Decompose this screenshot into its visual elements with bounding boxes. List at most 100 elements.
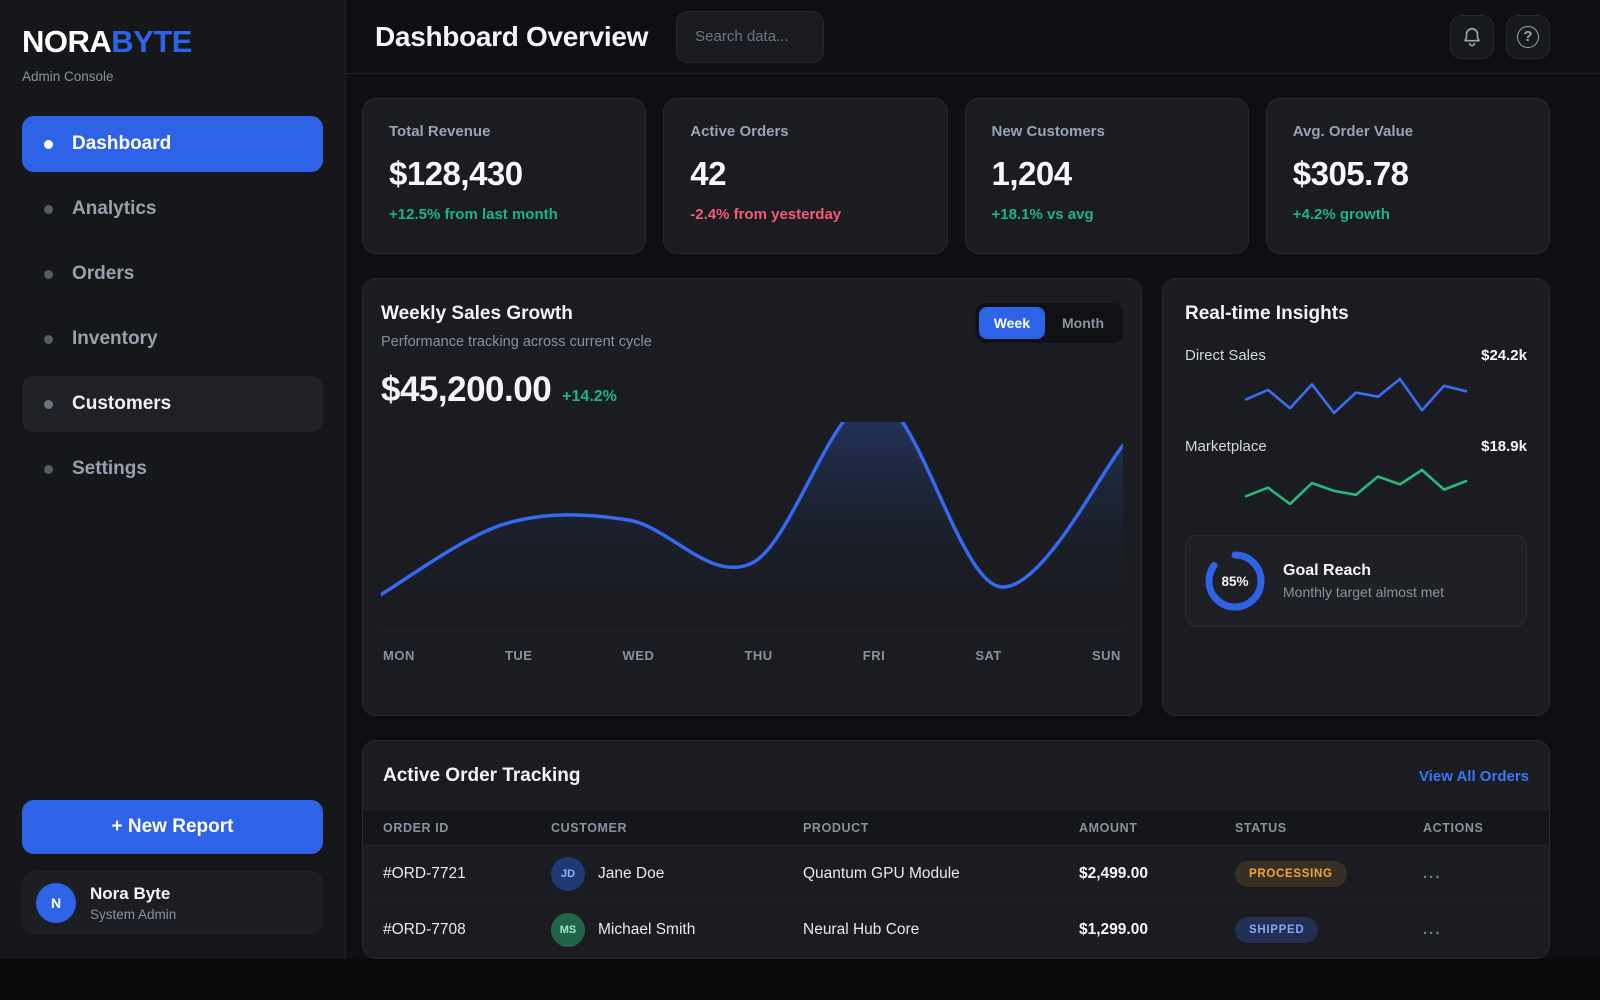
stats-row: Total Revenue $128,430 +12.5% from last … bbox=[362, 98, 1550, 254]
axis-label-fri: FRI bbox=[863, 648, 885, 663]
axis-label-thu: THU bbox=[744, 648, 772, 663]
realtime-insights-card: Real-time Insights Direct Sales $24.2k M… bbox=[1162, 278, 1550, 716]
goal-percent: 85% bbox=[1204, 550, 1266, 612]
sidebar-item-label: Dashboard bbox=[72, 133, 171, 155]
bullet-dot-icon bbox=[44, 270, 53, 279]
new-report-button[interactable]: + New Report bbox=[22, 800, 323, 854]
insight-value: $24.2k bbox=[1481, 347, 1527, 364]
toggle-month-button[interactable]: Month bbox=[1047, 307, 1119, 339]
sidebar-spacer bbox=[22, 497, 323, 800]
stat-value: $128,430 bbox=[389, 155, 619, 193]
customer-cell: MS Michael Smith bbox=[551, 913, 803, 947]
axis-label-wed: WED bbox=[623, 648, 655, 663]
sidebar-item-inventory[interactable]: Inventory bbox=[22, 311, 323, 367]
customer-cell: JD Jane Doe bbox=[551, 857, 803, 891]
sidebar-item-analytics[interactable]: Analytics bbox=[22, 181, 323, 237]
sidebar-item-dashboard[interactable]: Dashboard bbox=[22, 116, 323, 172]
order-amount: $1,299.00 bbox=[1079, 921, 1235, 939]
weekly-titles: Weekly Sales Growth Performance tracking… bbox=[381, 303, 652, 350]
status-badge: SHIPPED bbox=[1235, 917, 1318, 943]
order-amount: $2,499.00 bbox=[1079, 865, 1235, 883]
stat-delta: +18.1% vs avg bbox=[992, 206, 1222, 223]
stat-label: Active Orders bbox=[690, 123, 920, 140]
brand-subtitle: Admin Console bbox=[22, 69, 323, 84]
product-name: Quantum GPU Module bbox=[803, 865, 1079, 883]
user-name: Nora Byte bbox=[90, 884, 176, 904]
weekly-subtitle: Performance tracking across current cycl… bbox=[381, 334, 652, 350]
customer-name: Jane Doe bbox=[598, 865, 664, 883]
sidebar-item-customers[interactable]: Customers bbox=[22, 376, 323, 432]
customer-name: Michael Smith bbox=[598, 921, 695, 939]
stat-card-new-customers: New Customers 1,204 +18.1% vs avg bbox=[965, 98, 1249, 254]
stat-delta: +4.2% growth bbox=[1293, 206, 1523, 223]
sidebar-item-label: Customers bbox=[72, 393, 171, 415]
column-status: STATUS bbox=[1235, 821, 1423, 835]
axis-label-tue: TUE bbox=[505, 648, 533, 663]
stat-value: 42 bbox=[690, 155, 920, 193]
user-card[interactable]: N Nora Byte System Admin bbox=[22, 871, 323, 935]
brand-name-secondary: BYTE bbox=[111, 24, 192, 59]
stat-card-avg-order-value: Avg. Order Value $305.78 +4.2% growth bbox=[1266, 98, 1550, 254]
weekly-total-value: $45,200.00 bbox=[381, 370, 551, 410]
user-role: System Admin bbox=[90, 907, 176, 922]
stat-card-total-revenue: Total Revenue $128,430 +12.5% from last … bbox=[362, 98, 646, 254]
sidebar-nav: Dashboard Analytics Orders Inventory Cus… bbox=[22, 116, 323, 497]
insights-title: Real-time Insights bbox=[1185, 303, 1527, 325]
goal-title: Goal Reach bbox=[1283, 562, 1444, 580]
user-avatar: N bbox=[36, 883, 76, 923]
main-area: Dashboard Overview ? Total Revenue bbox=[346, 0, 1600, 959]
row-actions-button[interactable]: ... bbox=[1423, 921, 1529, 938]
column-amount: AMOUNT bbox=[1079, 821, 1235, 835]
weekly-sales-card: Weekly Sales Growth Performance tracking… bbox=[362, 278, 1142, 716]
view-all-orders-link[interactable]: View All Orders bbox=[1419, 768, 1529, 785]
status-cell: PROCESSING bbox=[1235, 861, 1423, 887]
stat-label: New Customers bbox=[992, 123, 1222, 140]
bullet-dot-icon bbox=[44, 465, 53, 474]
sidebar-item-label: Settings bbox=[72, 458, 147, 480]
user-meta: Nora Byte System Admin bbox=[90, 884, 176, 922]
sidebar-item-label: Analytics bbox=[72, 198, 156, 220]
stat-label: Avg. Order Value bbox=[1293, 123, 1523, 140]
middle-row: Weekly Sales Growth Performance tracking… bbox=[362, 278, 1550, 716]
area-fill bbox=[381, 422, 1123, 618]
insight-label: Direct Sales bbox=[1185, 347, 1266, 364]
column-product: PRODUCT bbox=[803, 821, 1079, 835]
customer-avatar: JD bbox=[551, 857, 585, 891]
status-cell: SHIPPED bbox=[1235, 917, 1423, 943]
stat-value: 1,204 bbox=[992, 155, 1222, 193]
order-row[interactable]: #ORD-7721 JD Jane Doe Quantum GPU Module… bbox=[363, 846, 1549, 902]
toggle-week-button[interactable]: Week bbox=[979, 307, 1045, 339]
bullet-dot-icon bbox=[44, 205, 53, 214]
weekly-area-chart bbox=[381, 422, 1123, 618]
axis-label-sat: SAT bbox=[975, 648, 1002, 663]
stat-value: $305.78 bbox=[1293, 155, 1523, 193]
sidebar: NORABYTE Admin Console Dashboard Analyti… bbox=[0, 0, 346, 959]
weekly-title: Weekly Sales Growth bbox=[381, 303, 652, 325]
goal-texts: Goal Reach Monthly target almost met bbox=[1283, 562, 1444, 600]
row-actions-button[interactable]: ... bbox=[1423, 865, 1529, 882]
order-id: #ORD-7721 bbox=[383, 865, 551, 883]
sidebar-item-settings[interactable]: Settings bbox=[22, 441, 323, 497]
bell-icon bbox=[1461, 26, 1483, 48]
order-id: #ORD-7708 bbox=[383, 921, 551, 939]
orders-title: Active Order Tracking bbox=[383, 765, 580, 787]
weekly-delta: +14.2% bbox=[562, 388, 617, 406]
column-customer: CUSTOMER bbox=[551, 821, 803, 835]
sidebar-item-orders[interactable]: Orders bbox=[22, 246, 323, 302]
help-button[interactable]: ? bbox=[1506, 15, 1550, 59]
dashboard-content: Total Revenue $128,430 +12.5% from last … bbox=[346, 74, 1600, 959]
search-input[interactable] bbox=[676, 11, 824, 63]
help-icon: ? bbox=[1517, 26, 1539, 48]
notifications-button[interactable] bbox=[1450, 15, 1494, 59]
weekday-axis: MON TUE WED THU FRI SAT SUN bbox=[381, 631, 1123, 663]
app-window: NORABYTE Admin Console Dashboard Analyti… bbox=[0, 0, 1600, 959]
customer-avatar: MS bbox=[551, 913, 585, 947]
brand-name-primary: NORA bbox=[22, 24, 111, 59]
bullet-dot-icon bbox=[44, 400, 53, 409]
column-order-id: ORDER ID bbox=[383, 821, 551, 835]
order-row[interactable]: #ORD-7708 MS Michael Smith Neural Hub Co… bbox=[363, 902, 1549, 958]
status-badge: PROCESSING bbox=[1235, 861, 1347, 887]
goal-progress-ring: 85% bbox=[1204, 550, 1266, 612]
stat-delta: +12.5% from last month bbox=[389, 206, 619, 223]
active-orders-card: Active Order Tracking View All Orders OR… bbox=[362, 740, 1550, 959]
